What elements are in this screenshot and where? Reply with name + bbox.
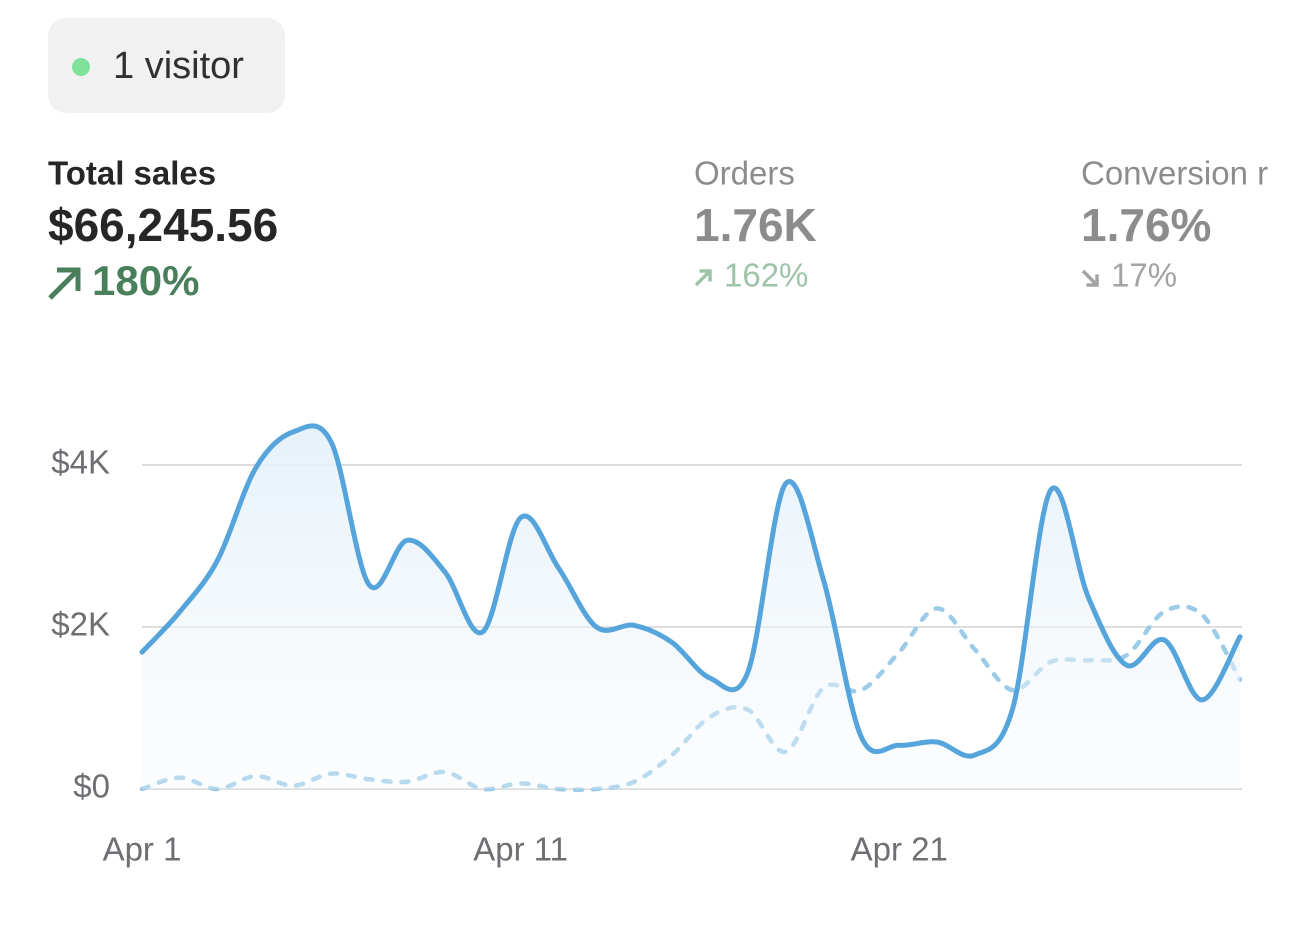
- metric-label: Orders: [694, 155, 795, 192]
- metric-value: 1.76%: [1081, 199, 1211, 251]
- metric-change: 162%: [724, 257, 808, 294]
- badge-label: 1 visitor: [113, 45, 244, 87]
- metric-label: Conversion r: [1081, 155, 1268, 192]
- metric-value: 1.76K: [694, 199, 817, 251]
- trend-arrow: [48, 267, 81, 300]
- metric-change: 17%: [1111, 257, 1177, 294]
- metric-change: 180%: [92, 257, 199, 304]
- visitor-badge[interactable]: 1 visitor: [48, 18, 285, 113]
- chart: $0 $2K $4K Apr 1 Apr 11 Apr 21: [51, 423, 1243, 868]
- metrics: Total sales $66,245.56 180% Orders 1.76K 162%…: [48, 155, 1268, 304]
- trend-arrow: [1081, 269, 1099, 287]
- x-tick-label: Apr 21: [851, 831, 948, 868]
- x-tick-label: Apr 1: [103, 831, 182, 868]
- y-tick-label: $2K: [51, 606, 110, 643]
- metric-label: Total sales: [48, 155, 216, 192]
- live-dot: [72, 58, 90, 76]
- area: [142, 425, 1240, 789]
- trend-arrow: [694, 269, 712, 287]
- badge-bg: [48, 18, 285, 113]
- y-tick-label: $4K: [51, 444, 110, 481]
- x-tick-label: Apr 11: [473, 831, 568, 868]
- metric-value: $66,245.56: [48, 199, 278, 251]
- y-tick-label: $0: [73, 768, 110, 805]
- sales-line: [139, 423, 1243, 759]
